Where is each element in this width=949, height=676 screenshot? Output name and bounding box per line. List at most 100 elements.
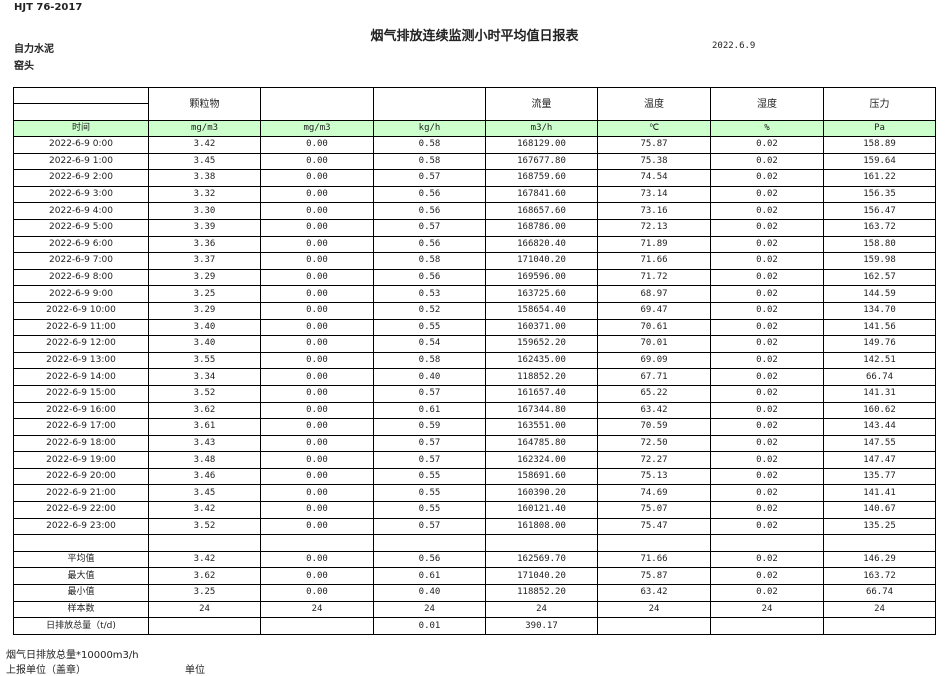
table-row-cell: 0.02 [710, 501, 824, 519]
table-row-cell: 0.00 [260, 434, 374, 453]
blank-row-cell [260, 534, 374, 552]
table-row-cell: 0.00 [260, 136, 374, 154]
stats-row-cell: 0.61 [373, 567, 486, 586]
table-row-cell: 0.58 [373, 152, 486, 171]
table-row-cell: 0.54 [373, 335, 486, 353]
table-row-cell: 162324.00 [485, 451, 598, 469]
table-row: 2022-6-9 18:00 3.43 0.00 0.57 164785.80 72.50… [13, 434, 936, 453]
units-row-cell: m3/h [485, 120, 598, 137]
header-row-cell [373, 87, 486, 121]
table-row-cell: 65.22 [597, 384, 711, 403]
table-row-cell: 0.00 [260, 318, 374, 337]
blank-row-cell [823, 534, 936, 552]
table-row-cell: 3.55 [148, 351, 261, 370]
blank-row-cell [148, 534, 261, 552]
table-row-cell: 3.52 [148, 517, 261, 536]
table-row-cell: 3.29 [148, 268, 261, 287]
table-row-cell: 0.02 [710, 169, 824, 187]
units-row-cell: Pa [823, 120, 936, 137]
table-row-cell: 149.76 [823, 335, 936, 353]
table-row: 2022-6-9 20:00 3.46 0.00 0.55 158691.60 75.13… [13, 467, 936, 486]
table-row-cell: 70.59 [597, 418, 711, 436]
stats-row-cell: 146.29 [823, 550, 936, 569]
table-row-cell: 166820.40 [485, 235, 598, 254]
table-row-cell: 160.62 [823, 401, 936, 420]
equipment-name: 窑头 [14, 61, 34, 72]
table-row: 2022-6-9 6:00 3.36 0.00 0.56 166820.40 71.89 0… [13, 235, 936, 254]
table-row-cell: 0.55 [373, 484, 486, 503]
stats-row-cell: 171040.20 [485, 567, 598, 586]
table-row-cell: 2022-6-9 16:00 [13, 401, 149, 420]
table-row-cell: 159652.20 [485, 335, 598, 353]
table-row-cell: 3.30 [148, 202, 261, 220]
table-row: 2022-6-9 11:00 3.40 0.00 0.55 160371.00 70.61… [13, 318, 936, 337]
table-row-cell: 2022-6-9 13:00 [13, 351, 149, 370]
stats-row-cell: 最小值 [13, 584, 149, 602]
stats-row-cell: 24 [485, 600, 598, 619]
stats-row-cell: 0.56 [373, 550, 486, 569]
table-row-cell: 75.87 [597, 136, 711, 154]
table-row-cell: 0.02 [710, 335, 824, 353]
table-row-cell: 3.61 [148, 418, 261, 436]
table-row-cell: 0.58 [373, 351, 486, 370]
table-row-cell: 158.89 [823, 136, 936, 154]
stats-row-cell: 0.02 [710, 550, 824, 569]
stats-row-cell: 390.17 [485, 617, 598, 635]
table-row-cell: 156.47 [823, 202, 936, 220]
table-row-cell: 0.02 [710, 384, 824, 403]
table-row-cell: 3.42 [148, 501, 261, 519]
blank-row-cell [597, 534, 711, 552]
table-row-cell: 2022-6-9 14:00 [13, 368, 149, 386]
table-row-cell: 0.00 [260, 501, 374, 519]
table-row-cell: 0.00 [260, 185, 374, 204]
table-row: 2022-6-9 22:00 3.42 0.00 0.55 160121.40 75.07… [13, 501, 936, 519]
table-row-cell: 0.02 [710, 185, 824, 204]
table-row-cell: 2022-6-9 2:00 [13, 169, 149, 187]
table-row-cell: 0.00 [260, 169, 374, 187]
table-row-cell: 160121.40 [485, 501, 598, 519]
stats-row-cell: 24 [710, 600, 824, 619]
stats-row-cell: 66.74 [823, 584, 936, 602]
table-row-cell: 0.00 [260, 467, 374, 486]
table-row-cell: 0.00 [260, 517, 374, 536]
table-row-cell: 69.09 [597, 351, 711, 370]
table-row-cell: 168657.60 [485, 202, 598, 220]
table-row-cell: 74.69 [597, 484, 711, 503]
table-row-cell: 0.00 [260, 301, 374, 320]
table-row-cell: 0.02 [710, 218, 824, 237]
table-row-cell: 135.77 [823, 467, 936, 486]
units-row-cell: kg/h [373, 120, 486, 137]
table-row-cell: 2022-6-9 6:00 [13, 235, 149, 254]
table-row-cell: 0.02 [710, 318, 824, 337]
table-row-cell: 0.02 [710, 517, 824, 536]
table-row-cell: 2022-6-9 12:00 [13, 335, 149, 353]
table-row-cell: 75.13 [597, 467, 711, 486]
table-row-cell: 3.34 [148, 368, 261, 386]
report-date: 2022.6.9 [712, 41, 756, 51]
table-row-cell: 2022-6-9 20:00 [13, 467, 149, 486]
table-row-cell: 158.80 [823, 235, 936, 254]
stats-row-cell [823, 617, 936, 635]
table-row: 2022-6-9 13:00 3.55 0.00 0.58 162435.00 69.09… [13, 351, 936, 370]
table-row-cell: 0.02 [710, 368, 824, 386]
table-row-cell: 68.97 [597, 285, 711, 303]
table-row-cell: 3.38 [148, 169, 261, 187]
stats-row: 平均值 3.42 0.00 0.56 162569.70 71.66 0.02 146.29 [13, 550, 936, 569]
table-row-cell: 2022-6-9 4:00 [13, 202, 149, 220]
table-row: 2022-6-9 19:00 3.48 0.00 0.57 162324.00 72.27… [13, 451, 936, 469]
table-row-cell: 135.25 [823, 517, 936, 536]
table-row-cell: 0.02 [710, 401, 824, 420]
report-table: 颗粒物 流量 温度 湿度 压力 时间 mg/m3 mg/m3 kg/h m3/h ℃% Pa 2022-… [13, 87, 936, 635]
table-row-cell: 72.27 [597, 451, 711, 469]
table-row-cell: 167344.80 [485, 401, 598, 420]
table-row-cell: 147.47 [823, 451, 936, 469]
table-row-cell: 0.02 [710, 268, 824, 287]
stats-row-cell: 0.00 [260, 567, 374, 586]
table-row-cell: 164785.80 [485, 434, 598, 453]
stats-row-cell: 24 [373, 600, 486, 619]
table-row-cell: 2022-6-9 1:00 [13, 152, 149, 171]
table-row-cell: 3.29 [148, 301, 261, 320]
stats-row: 最小值 3.25 0.00 0.40 118852.20 63.42 0.02 66.74 [13, 584, 936, 602]
table-row-cell: 0.00 [260, 484, 374, 503]
table-row: 2022-6-9 23:00 3.52 0.00 0.57 161808.00 75.47… [13, 517, 936, 536]
